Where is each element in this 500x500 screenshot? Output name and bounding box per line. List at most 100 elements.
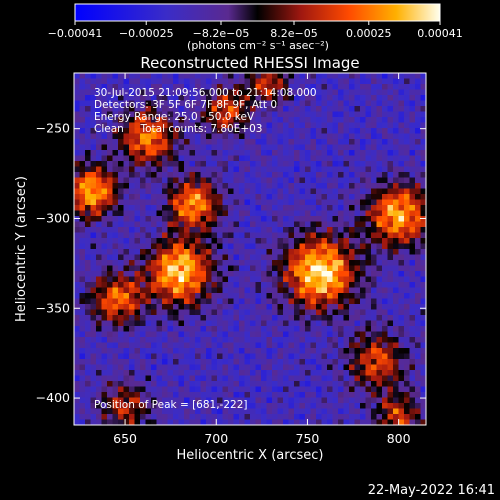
heatmap-cell <box>173 304 179 310</box>
heatmap-cell <box>222 227 229 233</box>
heatmap-cell <box>206 392 212 398</box>
heatmap-cell <box>387 348 394 354</box>
heatmap-cell <box>123 249 130 255</box>
heatmap-cell <box>244 78 251 85</box>
heatmap-cell <box>261 84 267 90</box>
heatmap-cell <box>283 375 289 382</box>
heatmap-cell <box>310 408 317 415</box>
heatmap-cell <box>376 254 383 261</box>
heatmap-cell <box>167 133 174 140</box>
heatmap-cell <box>294 364 300 371</box>
heatmap-cell <box>195 271 201 277</box>
heatmap-cell <box>101 414 108 420</box>
heatmap-cell <box>145 320 152 327</box>
heatmap-cell <box>96 73 102 79</box>
heatmap-cell <box>156 260 163 266</box>
heatmap-cell <box>393 419 399 426</box>
heatmap-cell <box>398 331 405 338</box>
heatmap-cell <box>211 144 218 151</box>
heatmap-cell <box>360 183 366 189</box>
heatmap-cell <box>211 282 218 288</box>
heatmap-cell <box>222 111 229 118</box>
heatmap-cell <box>96 106 102 112</box>
heatmap-cell <box>332 139 339 145</box>
heatmap-cell <box>360 271 366 277</box>
heatmap-cell <box>343 370 350 376</box>
heatmap-cell <box>305 342 311 349</box>
heatmap-cell <box>178 95 185 101</box>
heatmap-cell <box>134 392 141 398</box>
heatmap-cell <box>85 78 91 85</box>
heatmap-cell <box>184 265 190 272</box>
heatmap-cell <box>233 155 240 162</box>
heatmap-cell <box>173 337 179 343</box>
heatmap-cell <box>332 331 339 338</box>
heatmap-cell <box>189 348 196 354</box>
heatmap-cell <box>299 117 306 123</box>
heatmap-cell <box>387 265 394 272</box>
heatmap-cell <box>239 221 245 228</box>
heatmap-cell <box>233 260 240 266</box>
heatmap-cell <box>321 370 328 376</box>
heatmap-cell <box>211 353 218 360</box>
heatmap-cell <box>250 260 256 266</box>
heatmap-cell <box>184 364 190 371</box>
heatmap-cell <box>195 419 201 426</box>
heatmap-cell <box>321 232 328 239</box>
heatmap-cell <box>156 111 163 118</box>
heatmap-cell <box>178 161 185 167</box>
heatmap-cell <box>178 106 185 112</box>
heatmap-cell <box>393 298 399 305</box>
heatmap-cell <box>90 150 97 156</box>
heatmap-cell <box>167 403 174 409</box>
heatmap-cell <box>239 419 245 426</box>
heatmap-cell <box>145 326 152 332</box>
heatmap-cell <box>151 392 157 398</box>
heatmap-cell <box>332 414 339 420</box>
heatmap-cell <box>189 177 196 184</box>
heatmap-cell <box>288 249 295 255</box>
heatmap-cell <box>74 370 80 376</box>
heatmap-cell <box>206 276 212 283</box>
heatmap-cell <box>376 276 383 283</box>
heatmap-cell <box>222 403 229 409</box>
heatmap-cell <box>167 414 174 420</box>
heatmap-cell <box>409 342 416 349</box>
heatmap-cell <box>404 106 410 112</box>
heatmap-cell <box>316 331 322 338</box>
heatmap-cell <box>327 100 333 107</box>
heatmap-cell <box>85 419 91 426</box>
heatmap-cell <box>123 78 130 85</box>
heatmap-cell <box>129 84 135 90</box>
heatmap-cell <box>266 331 273 338</box>
heatmap-cell <box>96 397 102 404</box>
heatmap-cell <box>90 161 97 167</box>
heatmap-cell <box>228 381 234 387</box>
heatmap-cell <box>151 381 157 387</box>
heatmap-cell <box>200 106 207 112</box>
heatmap-cell <box>173 408 179 415</box>
heatmap-cell <box>382 232 388 239</box>
heatmap-cell <box>200 221 207 228</box>
heatmap-cell <box>382 375 388 382</box>
heatmap-cell <box>349 89 355 96</box>
heatmap-cell <box>305 364 311 371</box>
heatmap-cell <box>321 364 328 371</box>
heatmap-cell <box>85 337 91 343</box>
heatmap-cell <box>222 139 229 145</box>
heatmap-cell <box>90 392 97 398</box>
heatmap-cell <box>266 155 273 162</box>
heatmap-cell <box>327 144 333 151</box>
heatmap-cell <box>101 111 108 118</box>
heatmap-cell <box>283 177 289 184</box>
heatmap-cell <box>85 194 91 200</box>
heatmap-cell <box>409 386 416 393</box>
heatmap-cell <box>360 326 366 332</box>
heatmap-cell <box>398 342 405 349</box>
heatmap-cell <box>288 210 295 217</box>
heatmap-cell <box>101 309 108 316</box>
heatmap-cell <box>305 408 311 415</box>
heatmap-cell <box>250 293 256 299</box>
heatmap-cell <box>354 210 361 217</box>
heatmap-cell <box>228 172 234 178</box>
